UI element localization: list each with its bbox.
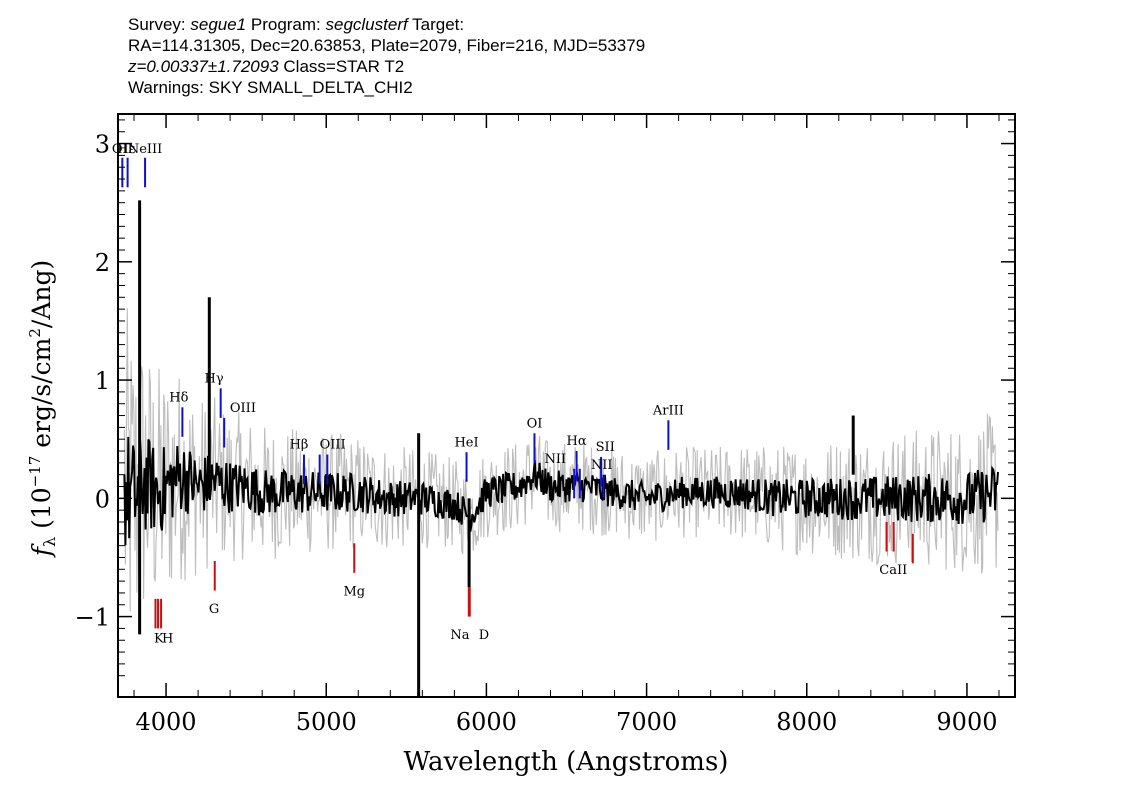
y-label-exp2: 2	[26, 328, 44, 338]
emission-line-label-12: Hα	[567, 434, 587, 449]
header-line-redshift: z=0.00337±1.72093 Class=STAR T2	[128, 56, 1028, 77]
x-tick-label-1: 5000	[296, 708, 357, 736]
x-tick-label-4: 8000	[776, 708, 837, 736]
survey-value: segue1	[190, 15, 247, 34]
x-tick-label-5: 9000	[936, 708, 997, 736]
emission-line-label-14: SII	[596, 440, 615, 455]
x-tick-label-3: 7000	[616, 708, 677, 736]
program-label: Program:	[246, 15, 326, 34]
target-label: Target:	[407, 15, 465, 34]
absorption-line-label-5: Na	[450, 628, 469, 643]
flux-path	[123, 434, 999, 546]
x-tick-label-0: 4000	[136, 708, 197, 736]
emission-line-label-7: OIII	[320, 438, 346, 453]
emission-line-extra-label-0: ArIII	[652, 403, 684, 418]
spectrum-header: Survey: segue1 Program: segclusterf Targ…	[128, 14, 1028, 98]
y-axis-label: fλ (10−17 erg/s/cm2/Ang)	[26, 260, 59, 559]
y-label-part-a: (10	[27, 487, 56, 537]
y-tick-label-3: 2	[95, 249, 110, 277]
y-label-part-c: /Ang)	[27, 260, 56, 328]
absorption-line-label-4: Mg	[343, 584, 365, 599]
program-value: segclusterf	[325, 15, 408, 34]
emission-line-label-3: Hδ	[169, 390, 188, 405]
absorption-line-label-1: K	[154, 632, 164, 647]
flux-series	[123, 200, 999, 697]
absorption-line-label-2: H	[162, 632, 173, 647]
emission-line-label-4: Hγ	[205, 371, 224, 386]
header-line-warnings: Warnings: SKY SMALL_DELTA_CHI2	[128, 78, 413, 97]
y-tick-label-1: 0	[95, 485, 110, 513]
absorption-line-label-3: G	[209, 602, 219, 617]
emission-line-label-1: Hε	[117, 142, 135, 157]
emission-line-label-10: OI	[527, 416, 543, 431]
plot-frame	[117, 113, 1016, 698]
emission-line-label-2: NeIII	[128, 142, 162, 157]
y-tick-label-0: −1	[75, 604, 110, 632]
emission-line-label-6: Hβ	[290, 438, 309, 453]
y-label-sub: λ	[40, 537, 59, 547]
y-tick-label-2: 1	[95, 367, 110, 395]
axes: 4000 5000 6000 7000 8000 9000 −1 0 1 2 3	[75, 113, 1016, 736]
emission-line-label-15: NII	[591, 458, 613, 473]
emission-line-label-9: HeI	[454, 435, 478, 450]
y-label-f: f	[27, 543, 56, 558]
absorption-line-label-6: D	[479, 628, 489, 643]
absorption-line-label-7: CaII	[879, 563, 907, 578]
redshift-value: z=0.00337±1.72093	[128, 57, 279, 76]
header-line-coords: RA=114.31305, Dec=20.63853, Plate=2079, …	[128, 36, 646, 55]
y-label-exp1: −17	[26, 456, 44, 488]
x-tick-label-2: 6000	[456, 708, 517, 736]
emission-line-label-5: OIII	[230, 401, 256, 416]
y-tick-label-4: 3	[95, 131, 110, 159]
emission-line-label-11: NII	[544, 452, 566, 467]
class-value: Class=STAR T2	[278, 57, 405, 76]
header-line-survey: Survey: segue1 Program: segclusterf Targ…	[128, 14, 1028, 35]
survey-label: Survey:	[128, 15, 191, 34]
x-axis-label: Wavelength (Angstroms)	[404, 747, 729, 777]
y-label-part-b: erg/s/cm	[27, 337, 56, 455]
